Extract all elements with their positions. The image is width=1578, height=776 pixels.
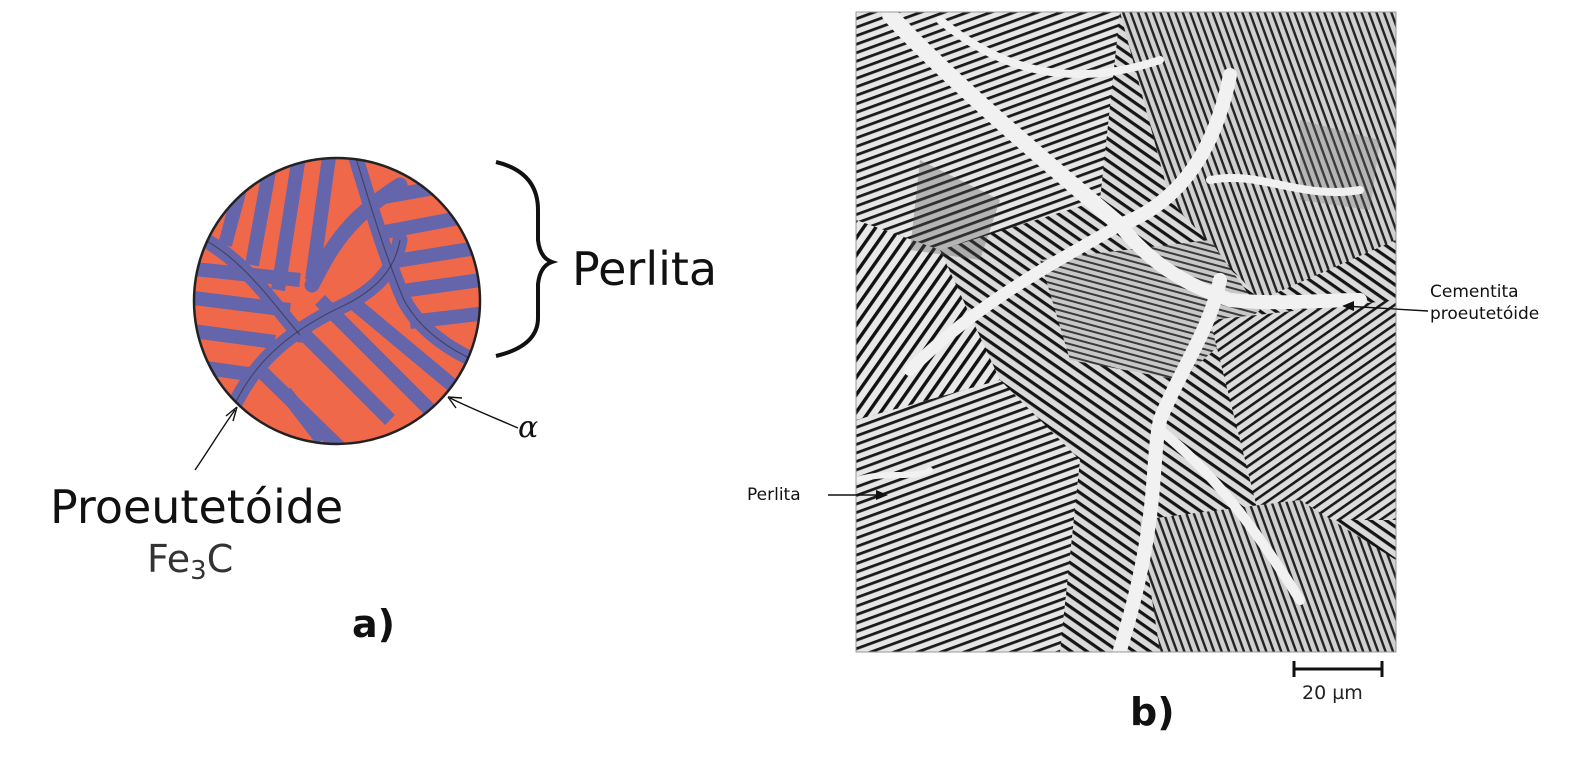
- perlite-brace: [495, 160, 559, 358]
- proeutectoid-pointer-line: [194, 409, 236, 471]
- cementite-label: Cementita proeutetóide: [1430, 282, 1540, 324]
- alpha-pointer-line: [449, 397, 519, 429]
- fe3c-label: Fe3C: [147, 537, 234, 586]
- grain-boundary-outline: [192, 156, 482, 446]
- perlite-micrograph-label: Perlita: [747, 485, 801, 505]
- perlite-label: Perlita: [572, 242, 718, 296]
- micrograph-frame: [855, 11, 1397, 653]
- alpha-arrowhead: [447, 396, 463, 409]
- panel-b-tag: b): [1130, 690, 1175, 734]
- proeutectoid-cementite-boundaries: [856, 12, 1367, 652]
- pearlite-micrograph: [828, 11, 1429, 677]
- scale-bar-label: 20 µm: [1302, 682, 1363, 704]
- cementite-pointer-line: [1343, 305, 1429, 312]
- panel-a-tag: a): [352, 602, 396, 646]
- lamella-edges: [194, 158, 479, 411]
- proeutectoid-arrowhead: [225, 406, 238, 422]
- micrograph-panel: Cementita proeutetóide Perlita 20 µm b): [740, 0, 1578, 776]
- cementite-arrowhead: [1342, 301, 1354, 311]
- perlite-arrowhead: [876, 490, 888, 500]
- alpha-label: α: [518, 410, 539, 445]
- pearlite-colonies: [856, 12, 1396, 652]
- proeutectoid-label: Proeutetóide: [50, 480, 344, 534]
- schematic-panel: Perlita Proeutetóide Fe3C α a): [0, 0, 760, 776]
- pearlite-schematic-diagram: [192, 156, 559, 471]
